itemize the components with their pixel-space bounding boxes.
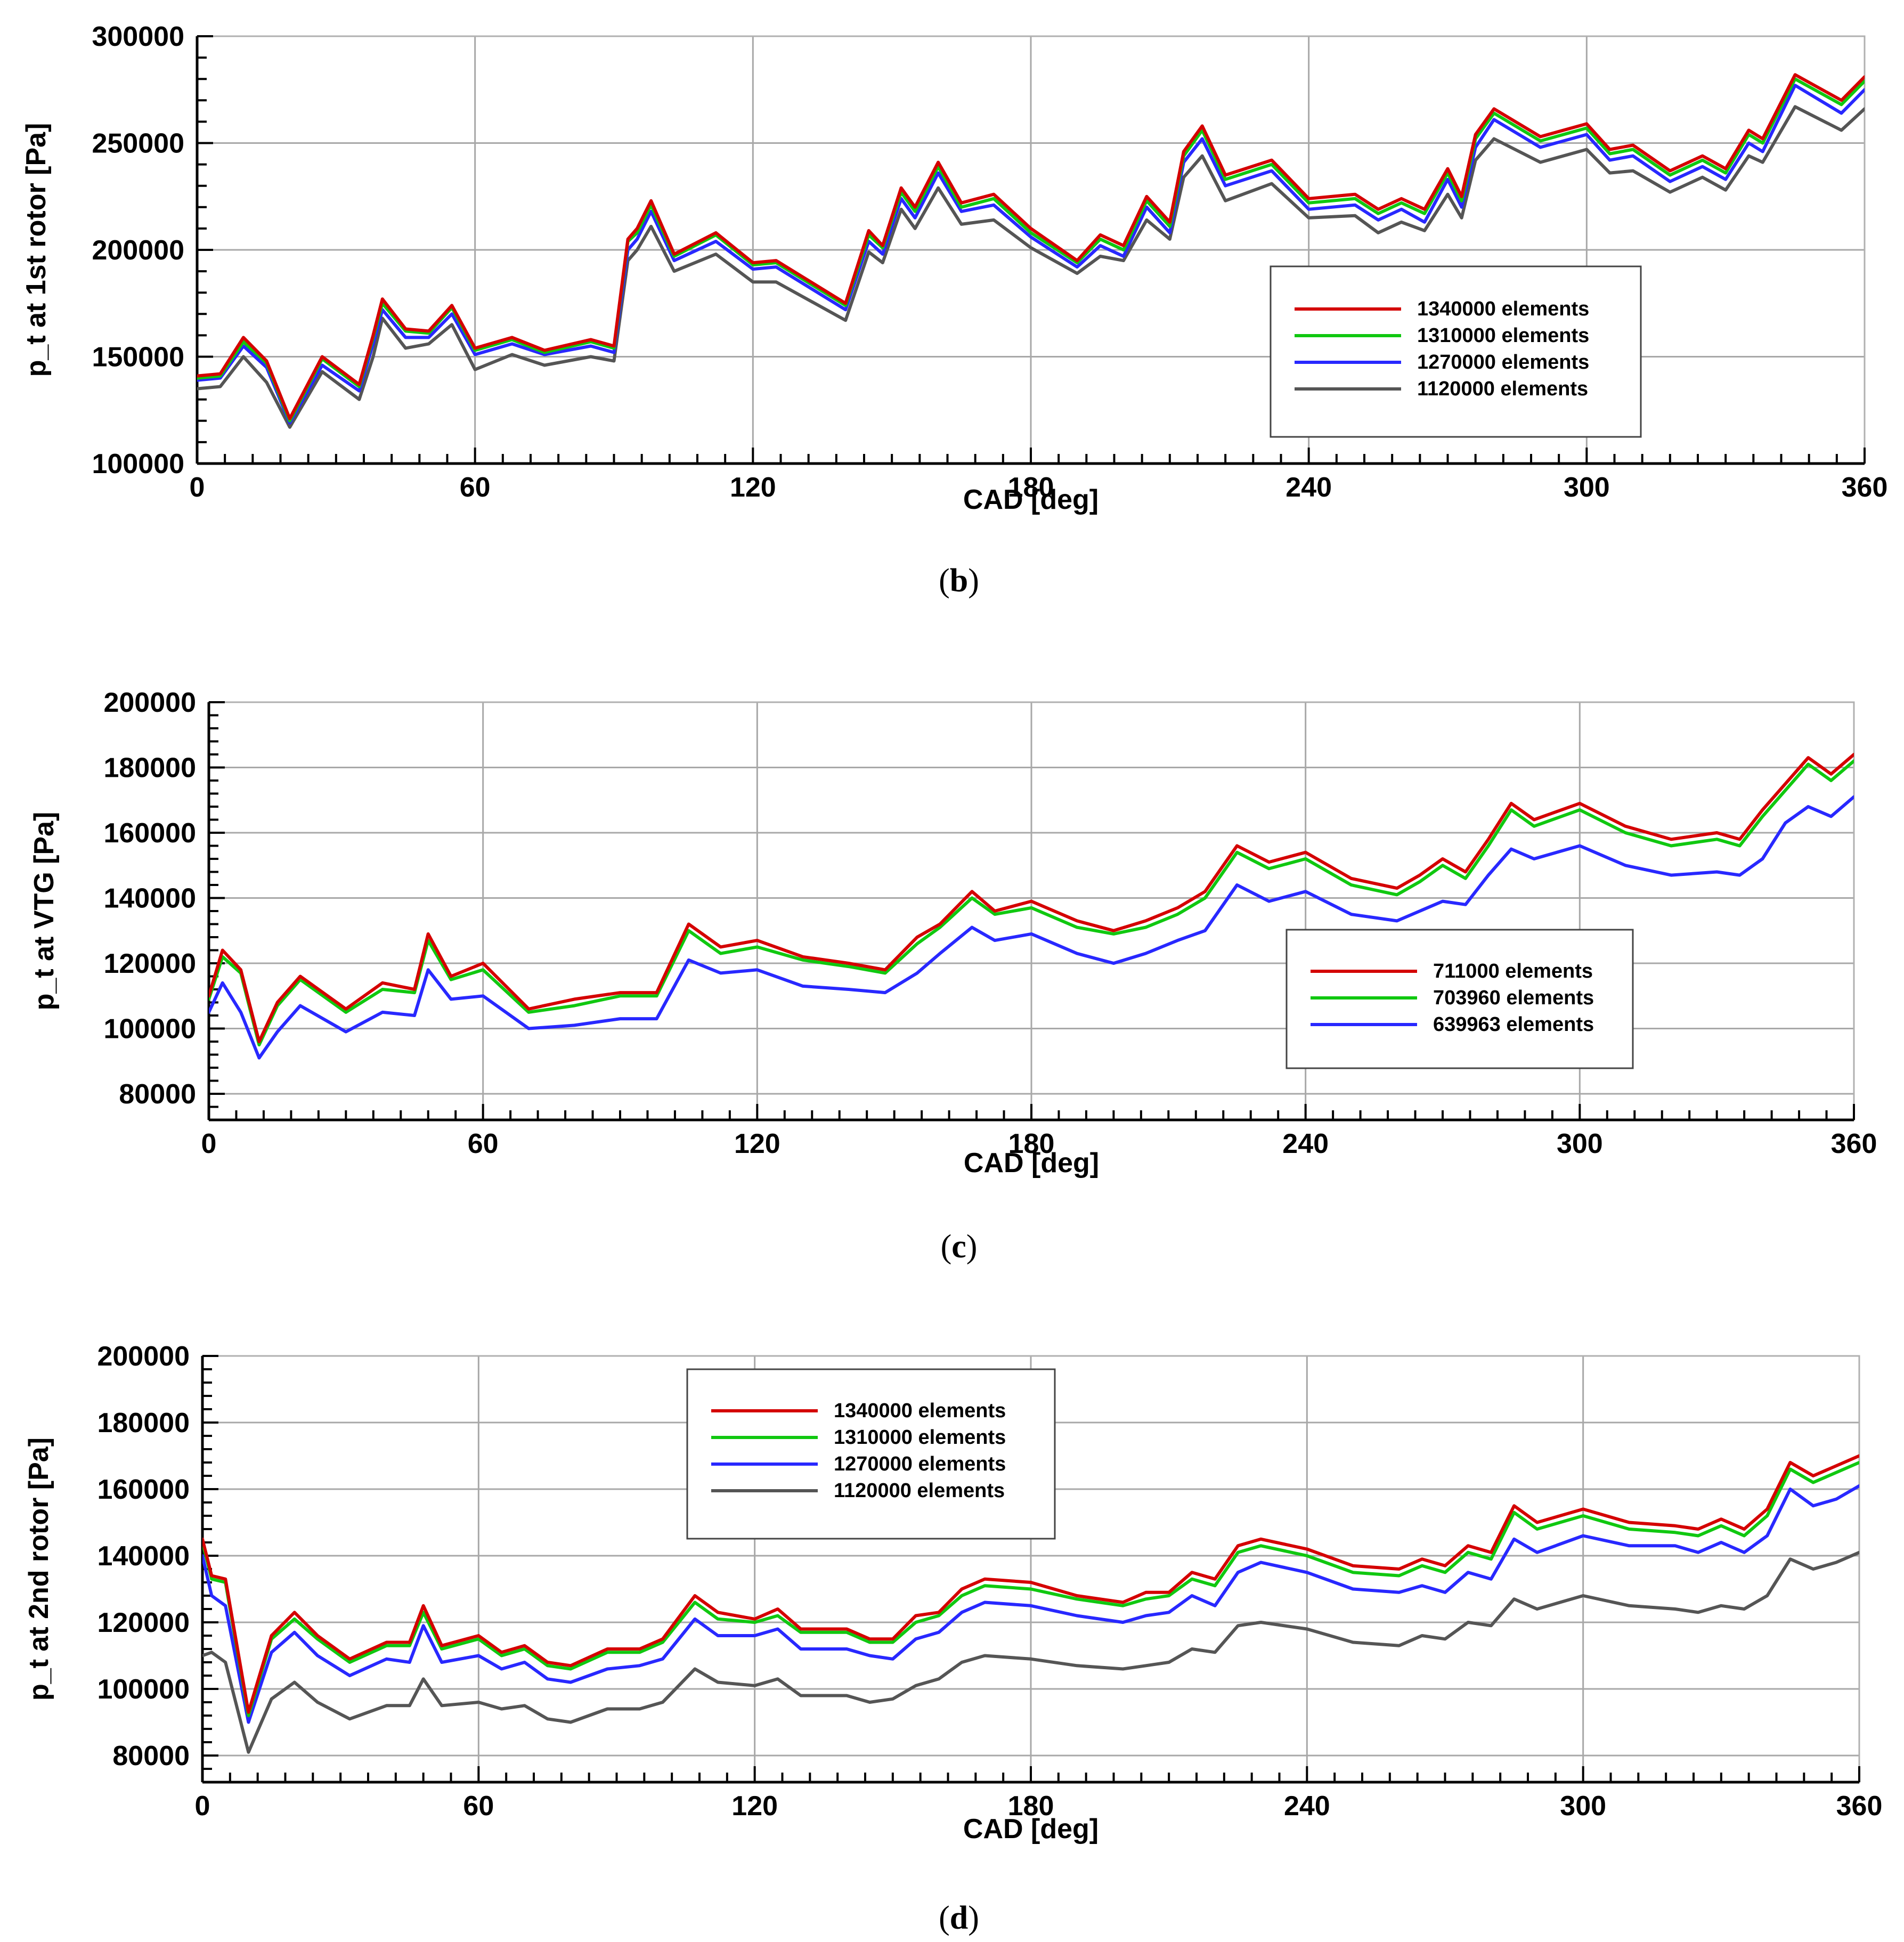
y-tick-label: 120000 (103, 948, 196, 979)
y-tick-label: 100000 (97, 1674, 190, 1705)
y-tick-label: 100000 (92, 449, 184, 480)
y-tick-label: 200000 (97, 1341, 190, 1372)
legend: 711000 elements 703960 elements 639963 ele… (1285, 929, 1634, 1069)
y-tick-label: 200000 (92, 235, 184, 266)
y-tick-label: 80000 (119, 1079, 196, 1110)
panel-caption: (b) (939, 563, 979, 599)
x-tick-label: 180 (1008, 1791, 1054, 1822)
x-tick-label: 180 (1008, 1128, 1055, 1159)
panel-caption: (d) (939, 1900, 979, 1936)
x-tick-label: 60 (468, 1128, 499, 1159)
x-tick-label: 120 (730, 472, 776, 503)
y-tick-label: 150000 (92, 342, 184, 373)
x-tick-label: 240 (1285, 472, 1332, 503)
x-axis-title: CAD [deg] (964, 1148, 1099, 1179)
y-tick-label: 160000 (103, 818, 196, 849)
series-line-1270000-elements (202, 1484, 1859, 1724)
axis-ticks (196, 35, 1866, 465)
x-tick-label: 120 (731, 1791, 778, 1822)
legend-label: 639963 elements (1433, 1013, 1594, 1036)
legend-label: 1310000 elements (1417, 324, 1589, 347)
chart-panel-c: 0 60 120 180 240 300 360 80000 100000 120000 14000… (29, 687, 1877, 1265)
series-group (209, 753, 1854, 1060)
x-tick-label: 60 (460, 472, 491, 503)
series-line-639963-elements (209, 795, 1854, 1060)
legend-label: 703960 elements (1433, 987, 1594, 1009)
series-line-1340000-elements (202, 1454, 1859, 1714)
x-tick-label: 60 (463, 1791, 494, 1822)
legend-box (1270, 265, 1642, 438)
axis-ticks (208, 701, 1855, 1121)
x-tick-label: 180 (1008, 472, 1054, 503)
series-group (197, 73, 1865, 429)
x-tick-label: 0 (195, 1791, 210, 1822)
y-tick-label: 160000 (97, 1474, 190, 1505)
x-tick-label: 0 (190, 472, 205, 503)
x-tick-label: 300 (1557, 1128, 1603, 1159)
legend-label: 1120000 elements (834, 1480, 1005, 1502)
x-tick-label: 240 (1282, 1128, 1329, 1159)
legend-label: 1270000 elements (834, 1453, 1006, 1475)
legend-label: 1340000 elements (834, 1400, 1006, 1422)
y-tick-label: 100000 (103, 1014, 196, 1045)
y-tick-label: 120000 (97, 1607, 190, 1638)
series-group (202, 1454, 1859, 1754)
x-tick-label: 300 (1564, 472, 1610, 503)
series-line-1120000-elements (202, 1550, 1859, 1754)
series-line-711000-elements (209, 753, 1854, 1043)
x-tick-label: 120 (734, 1128, 780, 1159)
y-tick-label: 140000 (97, 1541, 190, 1572)
y-axis-title: p_t at 1st rotor [Pa] (21, 123, 52, 377)
legend: 1340000 elements 1310000 elements 1270000 … (686, 1368, 1056, 1540)
x-tick-label: 360 (1831, 1128, 1877, 1159)
chart-panel-b: 0 60 120 180 240 300 360 100000 150000 200000 2500… (21, 21, 1887, 599)
x-tick-label: 360 (1842, 472, 1888, 503)
legend-label: 711000 elements (1433, 960, 1593, 982)
x-axis-title: CAD [deg] (963, 1814, 1099, 1845)
y-axis-title: p_t at VTG [Pa] (29, 812, 60, 1011)
series-line-1340000-elements (197, 73, 1865, 420)
y-tick-label: 180000 (97, 1408, 190, 1439)
x-tick-label: 0 (201, 1128, 217, 1159)
panel-caption: (c) (941, 1229, 978, 1265)
series-line-1270000-elements (197, 84, 1865, 425)
x-axis-title: CAD [deg] (963, 484, 1099, 515)
legend-box (686, 1368, 1056, 1540)
legend-label: 1270000 elements (1417, 351, 1589, 373)
y-tick-label: 250000 (92, 128, 184, 159)
series-line-1310000-elements (202, 1461, 1859, 1717)
y-axis-title: p_t at 2nd rotor [Pa] (23, 1437, 54, 1701)
y-tick-label: 200000 (103, 687, 196, 718)
legend: 1340000 elements 1310000 elements 1270000 … (1270, 265, 1642, 438)
legend-label: 1120000 elements (1417, 378, 1588, 400)
x-tick-label: 240 (1284, 1791, 1330, 1822)
x-tick-label: 300 (1560, 1791, 1606, 1822)
legend-label: 1340000 elements (1417, 298, 1589, 320)
chart-panel-d: 0 60 120 180 240 300 360 80000 100000 120000 14000… (23, 1341, 1882, 1936)
y-tick-label: 300000 (92, 21, 184, 52)
legend-label: 1310000 elements (834, 1426, 1006, 1449)
y-tick-label: 140000 (103, 883, 196, 914)
y-tick-label: 180000 (103, 753, 196, 784)
x-tick-label: 360 (1836, 1791, 1883, 1822)
y-tick-label: 80000 (112, 1741, 190, 1772)
series-line-1120000-elements (197, 105, 1865, 429)
axis-ticks (201, 1355, 1860, 1783)
